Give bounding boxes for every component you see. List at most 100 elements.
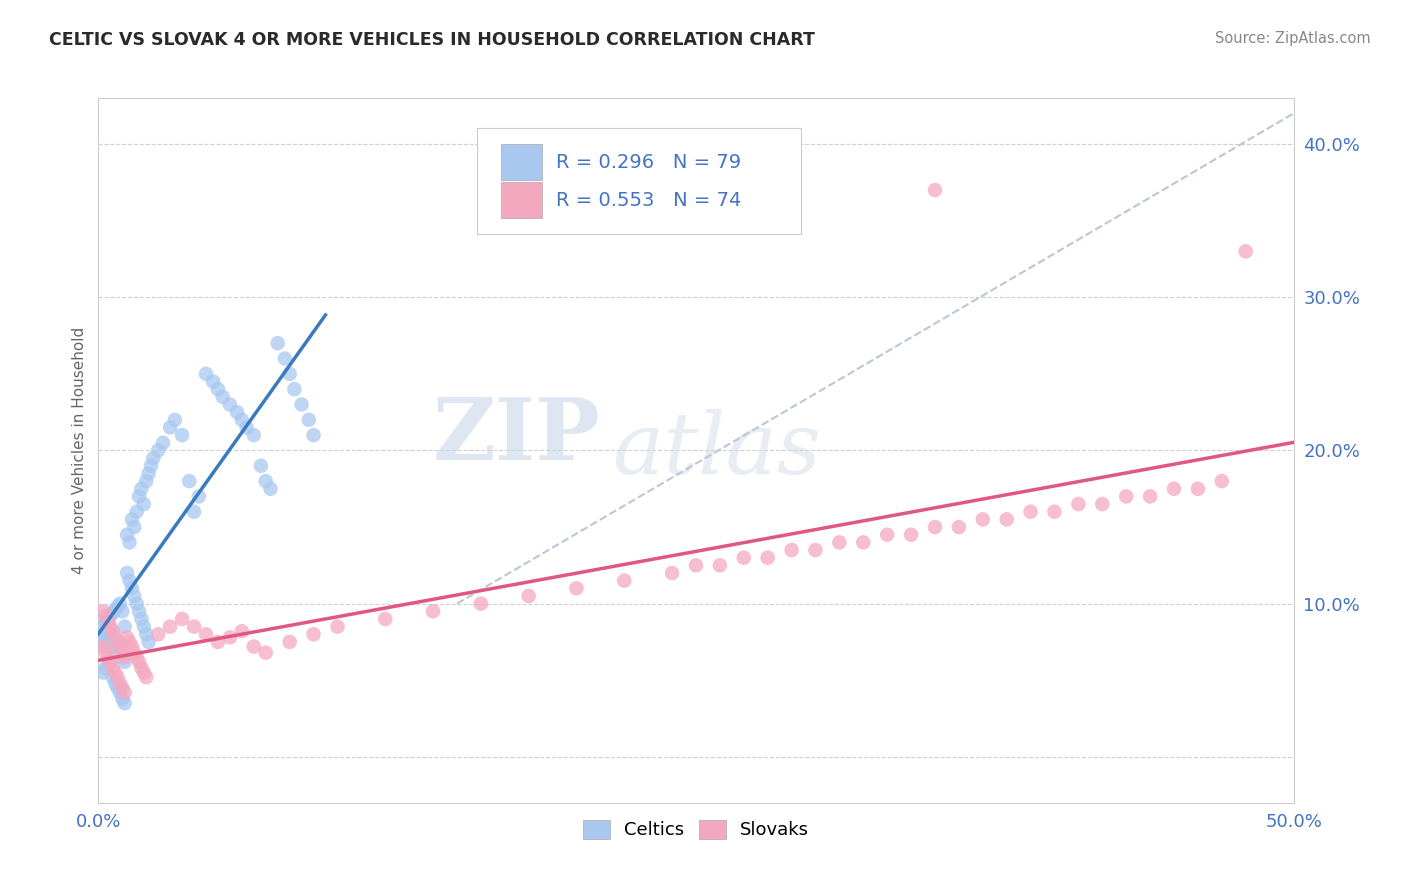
Point: [278, 635, 301, 649]
Point: [298, 413, 321, 427]
Point: [159, 619, 181, 633]
Point: [565, 582, 588, 596]
Point: [226, 405, 249, 419]
Point: [131, 612, 153, 626]
Point: [94, 646, 117, 660]
Point: [91, 665, 114, 680]
Point: [995, 512, 1018, 526]
Point: [900, 527, 922, 541]
Point: [108, 676, 131, 690]
Point: [114, 650, 136, 665]
Point: [104, 665, 127, 680]
Point: [231, 413, 253, 427]
Text: R = 0.553   N = 74: R = 0.553 N = 74: [557, 191, 741, 210]
Point: [98, 624, 122, 639]
Point: [924, 183, 946, 197]
Point: [159, 420, 181, 434]
Point: [138, 467, 160, 481]
Point: [183, 619, 205, 633]
Point: [94, 615, 117, 629]
Y-axis label: 4 or more Vehicles in Household: 4 or more Vehicles in Household: [72, 326, 87, 574]
Point: [291, 397, 314, 411]
Point: [121, 512, 143, 526]
Point: [98, 655, 122, 669]
Point: [98, 608, 122, 623]
Point: [124, 520, 146, 534]
Point: [1043, 505, 1066, 519]
FancyBboxPatch shape: [501, 144, 541, 180]
Text: atlas: atlas: [613, 409, 821, 491]
Text: CELTIC VS SLOVAK 4 OR MORE VEHICLES IN HOUSEHOLD CORRELATION CHART: CELTIC VS SLOVAK 4 OR MORE VEHICLES IN H…: [49, 31, 815, 49]
Point: [98, 619, 122, 633]
Point: [709, 558, 731, 573]
Point: [148, 627, 170, 641]
Point: [163, 413, 186, 427]
Point: [828, 535, 851, 549]
Point: [804, 543, 827, 558]
Point: [97, 627, 120, 641]
Point: [97, 657, 120, 672]
Point: [302, 627, 325, 641]
Point: [132, 665, 155, 680]
Point: [302, 428, 325, 442]
Point: [131, 482, 153, 496]
Point: [111, 604, 134, 618]
Point: [254, 474, 277, 488]
Point: [107, 633, 129, 648]
Text: R = 0.296   N = 79: R = 0.296 N = 79: [557, 153, 741, 172]
Point: [108, 646, 131, 660]
Point: [104, 636, 127, 650]
Point: [219, 397, 242, 411]
Point: [135, 474, 157, 488]
Point: [101, 640, 124, 654]
FancyBboxPatch shape: [501, 182, 541, 218]
Point: [207, 382, 229, 396]
Point: [94, 631, 117, 645]
Point: [94, 661, 117, 675]
Point: [274, 351, 297, 366]
Point: [278, 367, 301, 381]
Point: [111, 650, 134, 665]
Point: [1115, 490, 1137, 504]
Point: [1234, 244, 1257, 259]
Point: [1163, 482, 1185, 496]
Point: [91, 619, 114, 633]
Point: [132, 497, 155, 511]
Point: [139, 458, 162, 473]
Point: [97, 612, 120, 626]
Point: [422, 604, 444, 618]
Point: [91, 635, 114, 649]
Point: [517, 589, 540, 603]
Point: [243, 428, 266, 442]
Point: [172, 428, 194, 442]
Point: [121, 582, 143, 596]
Point: [91, 640, 114, 654]
Point: [1139, 490, 1161, 504]
Point: [132, 619, 155, 633]
Point: [231, 624, 253, 639]
Point: [115, 527, 138, 541]
Point: [685, 558, 707, 573]
Point: [114, 685, 136, 699]
Point: [115, 566, 138, 580]
Point: [179, 474, 201, 488]
Point: [1091, 497, 1114, 511]
Point: [97, 615, 120, 629]
Point: [972, 512, 994, 526]
Point: [104, 603, 127, 617]
Point: [202, 375, 225, 389]
Point: [125, 597, 148, 611]
Point: [470, 597, 492, 611]
Point: [111, 646, 134, 660]
Point: [852, 535, 875, 549]
Point: [107, 635, 129, 649]
Point: [235, 420, 257, 434]
Point: [138, 635, 160, 649]
Point: [756, 550, 779, 565]
Point: [876, 527, 898, 541]
Point: [1019, 505, 1042, 519]
Point: [207, 635, 229, 649]
Point: [118, 635, 141, 649]
Point: [114, 619, 136, 633]
Point: [142, 451, 165, 466]
